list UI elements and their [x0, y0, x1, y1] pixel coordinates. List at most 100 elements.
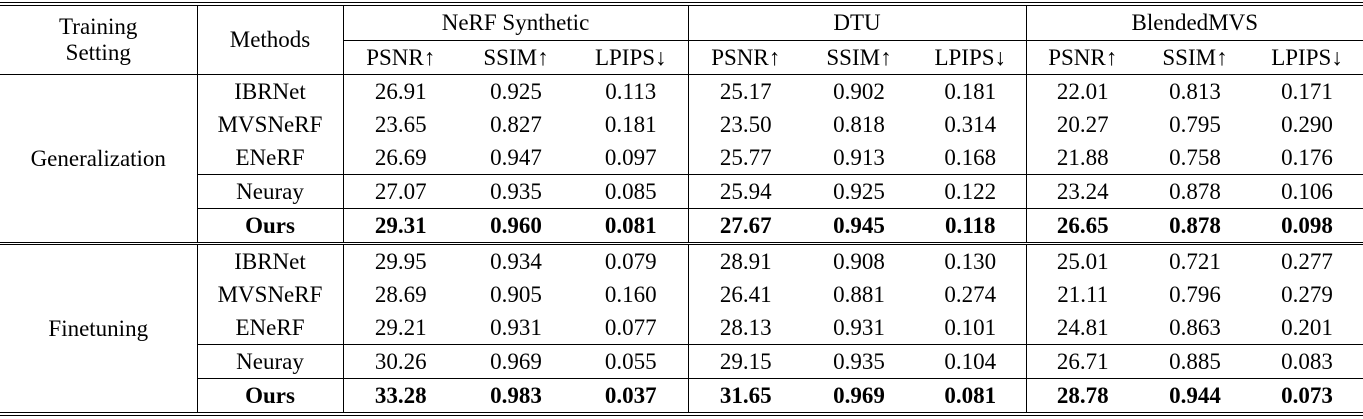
value-cell: 0.181	[574, 108, 689, 141]
value-cell: 0.931	[490, 314, 542, 340]
header-row: Training Setting Methods NeRF Synthetic DTU…	[0, 4, 1363, 75]
value-cell: 24.81	[1056, 314, 1109, 340]
value-cell: 28.91	[688, 242, 803, 278]
method-cell: MVSNeRF	[197, 108, 344, 141]
value-cell: 0.944	[1139, 378, 1251, 414]
value-cell: 0.101	[915, 311, 1027, 345]
value-cell: 0.085	[574, 174, 689, 209]
value-cell: 0.113	[574, 74, 689, 108]
value-cell: 0.176	[1281, 144, 1333, 170]
value-cell: 0.934	[458, 242, 574, 278]
metric-header: SSIM↑	[1139, 40, 1251, 75]
value-cell: 0.168	[915, 141, 1027, 175]
method-cell: ENeRF	[197, 311, 344, 345]
value-cell: 0.171	[1281, 78, 1333, 104]
value-cell: 21.11	[1057, 281, 1109, 307]
value-cell: 31.65	[688, 378, 803, 414]
value-cell: 0.098	[1251, 208, 1363, 244]
value-cell: 0.913	[833, 144, 885, 170]
value-cell: 0.721	[1139, 242, 1251, 278]
value-cell: 0.931	[833, 314, 885, 340]
data-row: Neuray 30.26 0.969 0.055 29.15 0.935 0.104 26.7…	[0, 344, 1363, 379]
header-row: PSNR↑ SSIM↑ LPIPS↓ PSNR↑ SSIM↑ LPIPS↓ PSNR↑ SSI…	[0, 40, 1363, 75]
metric-header: LPIPS↓	[574, 40, 689, 75]
value-cell: 0.878	[1139, 208, 1251, 244]
value-cell: 0.881	[833, 281, 885, 307]
setting-cell: Generalization	[0, 74, 198, 244]
value-cell: 0.827	[490, 111, 542, 137]
value-cell: 0.277	[1251, 242, 1363, 278]
value-cell: 0.160	[574, 278, 689, 311]
value-cell: 26.71	[1026, 344, 1139, 379]
data-row: MVSNeRF 23.65 0.827 0.181 23.50 0.818 0.314 20.…	[0, 108, 1363, 141]
value-cell: 0.925	[490, 78, 542, 104]
data-row: Generalization IBRNet 26.91 0.925 0.113 25.17…	[0, 74, 1363, 244]
data-row: Ours 33.28 0.983 0.037 31.65 0.969 0.081 28.78 0…	[0, 378, 1363, 414]
method-cell: MVSNeRF	[197, 278, 344, 311]
value-cell: 0.104	[915, 344, 1027, 379]
setting-header: Training Setting	[0, 4, 198, 75]
value-cell: 0.905	[490, 281, 542, 307]
value-cell: 0.122	[915, 174, 1027, 209]
value-cell: 0.863	[1169, 314, 1221, 340]
value-cell: 28.13	[719, 314, 772, 340]
value-cell: 0.097	[574, 141, 689, 175]
value-cell: 0.055	[574, 344, 689, 379]
value-cell: 0.813	[1169, 78, 1221, 104]
value-cell: 0.081	[915, 378, 1027, 414]
dataset-header: BlendedMVS	[1026, 4, 1363, 41]
metric-header: PSNR↑	[688, 40, 803, 75]
value-cell: 25.94	[688, 174, 803, 209]
metric-header: LPIPS↓	[915, 40, 1027, 75]
value-cell: 0.902	[833, 78, 885, 104]
value-cell: 0.925	[803, 174, 915, 209]
value-cell: 25.77	[719, 144, 772, 170]
value-cell: 27.07	[343, 174, 458, 209]
value-cell: 26.69	[374, 144, 427, 170]
value-cell: 29.15	[688, 344, 803, 379]
value-cell: 26.91	[374, 78, 427, 104]
value-cell: 28.78	[1026, 378, 1139, 414]
value-cell: 0.758	[1169, 144, 1221, 170]
value-cell: 29.31	[343, 208, 458, 244]
value-cell: 0.960	[458, 208, 574, 244]
data-row: Neuray 27.07 0.935 0.085 25.94 0.925 0.122 23.2…	[0, 174, 1363, 209]
value-cell: 0.935	[803, 344, 915, 379]
value-cell: 25.17	[719, 78, 772, 104]
data-row: Finetuning IBRNet 29.95 0.934 0.079 28.91 0.90…	[0, 242, 1363, 414]
method-cell: Neuray	[197, 174, 344, 209]
metric-header: PSNR↑	[1026, 40, 1139, 75]
value-cell: 0.073	[1251, 378, 1363, 414]
value-cell: 0.947	[490, 144, 542, 170]
dataset-header: DTU	[688, 4, 1027, 41]
value-cell: 0.081	[574, 208, 689, 244]
value-cell: 26.65	[1026, 208, 1139, 244]
value-cell: 27.67	[688, 208, 803, 244]
data-row: Ours 29.31 0.960 0.081 27.67 0.945 0.118 26.65 0…	[0, 208, 1363, 244]
value-cell: 23.24	[1026, 174, 1139, 209]
value-cell: 0.130	[915, 242, 1027, 278]
value-cell: 20.27	[1056, 111, 1109, 137]
metric-header: LPIPS↓	[1251, 40, 1363, 75]
metric-header: PSNR↑	[343, 40, 458, 75]
value-cell: 0.077	[574, 311, 689, 345]
value-cell: 29.21	[374, 314, 427, 340]
value-cell: 0.983	[458, 378, 574, 414]
value-cell: 0.181	[915, 74, 1027, 108]
data-row: ENeRF 29.21 0.931 0.077 28.13 0.931 0.101 24.81…	[0, 311, 1363, 345]
value-cell: 0.279	[1281, 281, 1333, 307]
value-cell: 0.083	[1251, 344, 1363, 379]
value-cell: 29.95	[343, 242, 458, 278]
value-cell: 22.01	[1056, 78, 1109, 104]
value-cell: 0.945	[803, 208, 915, 244]
value-cell: 0.106	[1251, 174, 1363, 209]
metric-header: SSIM↑	[458, 40, 574, 75]
value-cell: 0.037	[574, 378, 689, 414]
value-cell: 0.878	[1139, 174, 1251, 209]
value-cell: 26.41	[719, 281, 772, 307]
table-body: Training Setting Methods NeRF Synthetic DTU…	[0, 4, 1363, 414]
value-cell: 0.201	[1281, 314, 1333, 340]
value-cell: 25.01	[1026, 242, 1139, 278]
value-cell: 0.908	[803, 242, 915, 278]
